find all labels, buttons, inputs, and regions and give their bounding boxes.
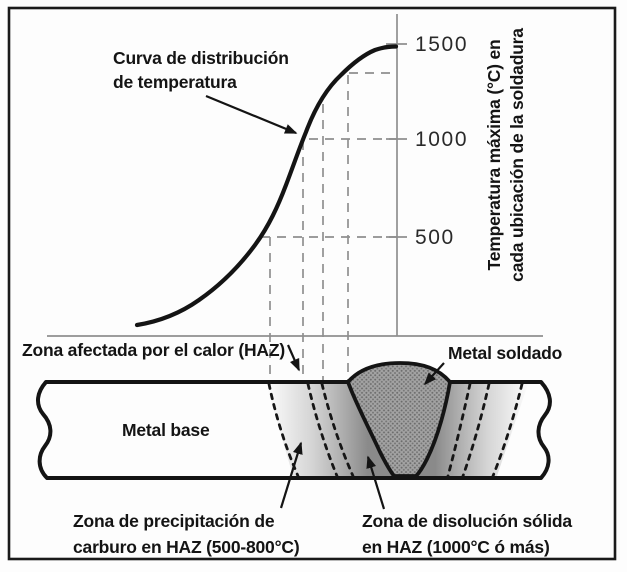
solution-zone-label-line1: Zona de disolución sólida [362, 511, 572, 531]
base-metal-label: Metal base [122, 420, 210, 440]
solution-zone-label-line2: en HAZ (1000°C ó más) [362, 537, 550, 557]
haz-label-arrow [286, 344, 301, 372]
y-axis-title-line1: Temperatura máxima (°C) en [484, 40, 504, 271]
y-axis-tick-1500: 1500 [415, 33, 468, 56]
y-axis-tick-500: 500 [415, 226, 455, 249]
weld-metal-label: Metal soldado [448, 343, 562, 363]
haz-label: Zona afectada por el calor (HAZ) [22, 340, 285, 360]
curve-label-line2: de temperatura [113, 72, 237, 92]
y-axis-title-line2: cada ubicación de la soldadura [507, 28, 527, 282]
y-axis-tick-1000: 1000 [415, 128, 468, 151]
haz-boundary-right-outer [491, 382, 524, 478]
curve-label-arrow [205, 94, 298, 135]
haz-boundary-left-inner [320, 382, 355, 478]
haz-boundary-right-middle [461, 382, 491, 478]
weld-metal-arrow [423, 362, 445, 386]
carbide-zone-arrow [279, 441, 303, 509]
weld-bead [346, 361, 452, 478]
carbide-zone-label-line1: Zona de precipitación de [73, 511, 275, 531]
haz-boundary-right-inner [446, 382, 472, 478]
haz-boundary-left-middle [306, 382, 339, 478]
solution-zone-arrow [366, 455, 386, 510]
carbide-zone-label-line2: carburo en HAZ (500-800°C) [73, 537, 299, 557]
curve-label-line1: Curva de distribución [113, 48, 289, 68]
temperature-curve [134, 44, 399, 328]
